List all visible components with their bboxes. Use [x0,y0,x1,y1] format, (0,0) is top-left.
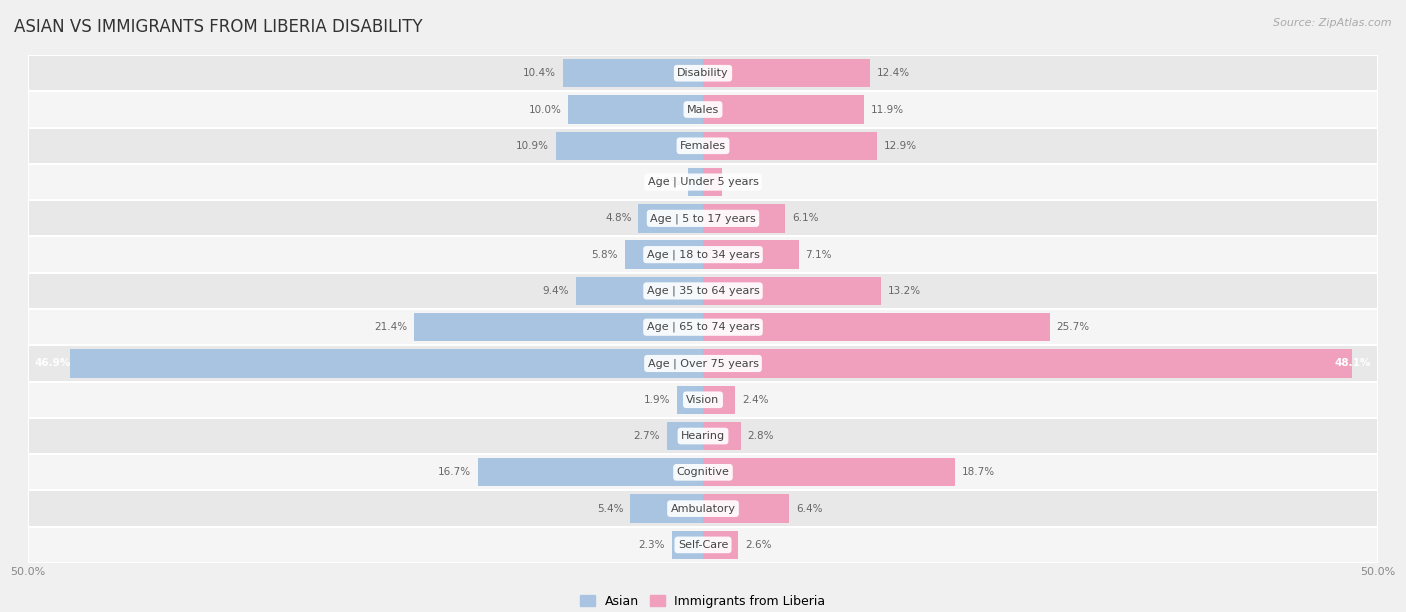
Text: 10.9%: 10.9% [516,141,550,151]
Text: 2.3%: 2.3% [638,540,665,550]
Text: Age | 18 to 34 years: Age | 18 to 34 years [647,249,759,260]
Text: 11.9%: 11.9% [870,105,904,114]
Text: 1.9%: 1.9% [644,395,671,405]
Bar [562,59,703,88]
Text: 12.4%: 12.4% [877,68,910,78]
Bar [703,422,741,450]
Bar [638,204,703,233]
Text: 1.1%: 1.1% [655,177,682,187]
Text: 48.1%: 48.1% [1334,359,1371,368]
Bar [70,349,703,378]
Text: 5.4%: 5.4% [598,504,623,513]
Bar [703,59,870,88]
Text: Disability: Disability [678,68,728,78]
Text: Males: Males [688,105,718,114]
Bar [703,494,789,523]
Text: Cognitive: Cognitive [676,468,730,477]
Text: Hearing: Hearing [681,431,725,441]
Bar [703,95,863,124]
Text: 7.1%: 7.1% [806,250,832,259]
Bar [28,128,1378,164]
Text: Age | 5 to 17 years: Age | 5 to 17 years [650,213,756,223]
Bar [688,168,703,196]
Text: 12.9%: 12.9% [884,141,917,151]
Bar [28,55,1378,91]
Bar [576,277,703,305]
Text: 10.4%: 10.4% [523,68,555,78]
Text: 2.4%: 2.4% [742,395,769,405]
Text: Source: ZipAtlas.com: Source: ZipAtlas.com [1274,18,1392,28]
Text: 21.4%: 21.4% [374,322,408,332]
Text: 13.2%: 13.2% [889,286,921,296]
Bar [666,422,703,450]
Bar [703,241,799,269]
Text: 25.7%: 25.7% [1057,322,1090,332]
Bar [703,386,735,414]
Text: 2.6%: 2.6% [745,540,772,550]
Bar [703,458,956,487]
Text: 5.8%: 5.8% [592,250,619,259]
Bar [678,386,703,414]
Bar [703,531,738,559]
Bar [415,313,703,341]
Text: 2.7%: 2.7% [633,431,659,441]
Text: 2.8%: 2.8% [748,431,775,441]
Bar [672,531,703,559]
Bar [703,168,721,196]
Text: Females: Females [681,141,725,151]
Bar [568,95,703,124]
Text: 18.7%: 18.7% [962,468,995,477]
Legend: Asian, Immigrants from Liberia: Asian, Immigrants from Liberia [575,590,831,612]
Bar [28,91,1378,128]
Bar [28,345,1378,382]
Text: 6.4%: 6.4% [796,504,823,513]
Text: 6.1%: 6.1% [792,214,818,223]
Bar [624,241,703,269]
Bar [28,236,1378,273]
Text: Age | 65 to 74 years: Age | 65 to 74 years [647,322,759,332]
Text: Age | 35 to 64 years: Age | 35 to 64 years [647,286,759,296]
Bar [630,494,703,523]
Bar [703,277,882,305]
Text: 16.7%: 16.7% [437,468,471,477]
Bar [703,204,786,233]
Text: Vision: Vision [686,395,720,405]
Bar [555,132,703,160]
Text: Ambulatory: Ambulatory [671,504,735,513]
Bar [703,313,1050,341]
Text: ASIAN VS IMMIGRANTS FROM LIBERIA DISABILITY: ASIAN VS IMMIGRANTS FROM LIBERIA DISABIL… [14,18,423,36]
Bar [28,418,1378,454]
Bar [28,200,1378,236]
Text: 46.9%: 46.9% [35,359,72,368]
Bar [28,490,1378,527]
Bar [703,349,1353,378]
Text: 1.4%: 1.4% [728,177,755,187]
Text: Self-Care: Self-Care [678,540,728,550]
Bar [478,458,703,487]
Bar [28,527,1378,563]
Bar [703,132,877,160]
Text: Age | Under 5 years: Age | Under 5 years [648,177,758,187]
Text: Age | Over 75 years: Age | Over 75 years [648,358,758,369]
Bar [28,273,1378,309]
Text: 10.0%: 10.0% [529,105,561,114]
Text: 4.8%: 4.8% [605,214,631,223]
Bar [28,164,1378,200]
Bar [28,382,1378,418]
Text: 9.4%: 9.4% [543,286,569,296]
Bar [28,309,1378,345]
Bar [28,454,1378,490]
